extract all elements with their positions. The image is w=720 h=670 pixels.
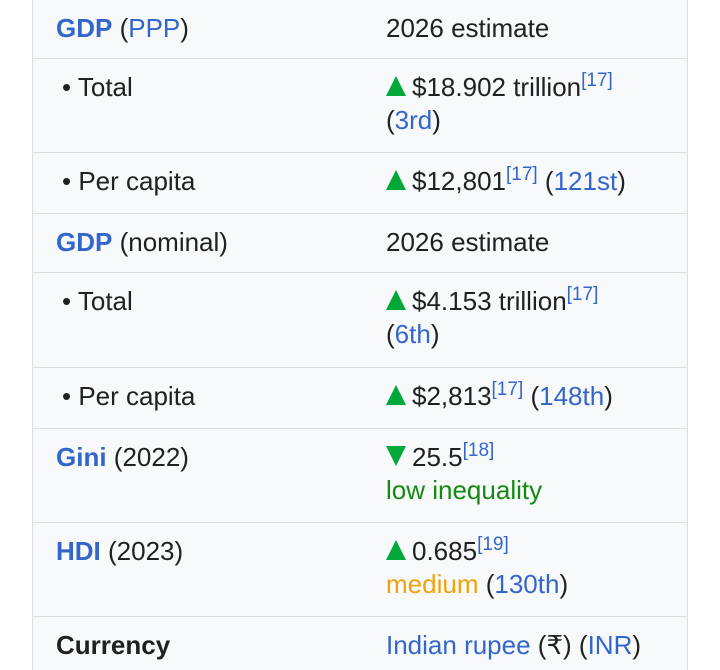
reference[interactable]: [18]: [462, 439, 495, 461]
reference[interactable]: [17]: [505, 163, 538, 185]
text: $4.153 trillion: [412, 285, 567, 316]
label-cell: • Per capita: [33, 367, 386, 428]
text: $12,801: [412, 165, 506, 196]
text: ): [559, 568, 569, 599]
label-cell: • Total: [33, 272, 386, 367]
row: • Per capita $2,813[17] (148th): [33, 367, 687, 428]
increase-icon: [386, 75, 406, 96]
value-cell: $2,813[17] (148th): [386, 367, 687, 428]
reference[interactable]: [17]: [491, 378, 524, 400]
value-cell: 25.5[18] low inequality: [386, 428, 687, 522]
link[interactable]: 6th: [394, 318, 431, 349]
text: (2022): [113, 441, 189, 472]
text: • Total: [62, 71, 133, 102]
text: $2,813: [412, 380, 492, 411]
link[interactable]: PPP: [128, 13, 181, 43]
label-cell: GDP (PPP): [33, 0, 386, 58]
row: GDP (nominal) 2026 estimate: [33, 213, 687, 272]
row: • Total $18.902 trillion[17] (3rd): [33, 58, 687, 152]
rating: medium: [386, 568, 479, 599]
link[interactable]: 3rd: [394, 104, 433, 135]
value-cell: 2026 estimate: [386, 213, 687, 272]
link[interactable]: GDP: [56, 13, 113, 43]
row: Currency Indian rupee (₹) (INR): [33, 616, 687, 670]
link[interactable]: 121st: [553, 165, 618, 196]
reference[interactable]: [17]: [566, 283, 599, 305]
reference[interactable]: [19]: [477, 533, 509, 555]
text: ): [632, 629, 642, 660]
text: • Per capita: [62, 380, 196, 411]
text: (₹): [537, 629, 572, 660]
text: ): [432, 104, 441, 135]
link[interactable]: 130th: [494, 568, 560, 599]
label-cell: GDP (nominal): [33, 213, 386, 272]
text: (: [386, 104, 395, 135]
value-cell: 0.685[19] medium (130th): [386, 522, 687, 616]
text: $18.902 trillion: [412, 71, 582, 102]
text: • Total: [62, 285, 133, 316]
text: (: [485, 568, 495, 599]
label-cell: • Per capita: [33, 152, 386, 213]
value-cell: $4.153 trillion[17] (6th): [386, 272, 687, 367]
text: (2023): [108, 535, 184, 566]
link[interactable]: 148th: [539, 380, 605, 411]
text: ): [617, 165, 626, 196]
text: ): [430, 318, 440, 349]
text: 2026 estimate: [386, 226, 550, 257]
row: GDP (PPP) 2026 estimate: [33, 0, 687, 58]
text: ): [604, 380, 613, 411]
link[interactable]: Indian rupee: [386, 629, 531, 660]
text: (: [544, 165, 554, 196]
text: 0.685: [412, 535, 478, 566]
text: 2026 estimate: [386, 13, 550, 43]
label-cell: • Total: [33, 58, 386, 152]
increase-icon: [386, 289, 406, 310]
reference[interactable]: [17]: [581, 69, 613, 91]
rating: low inequality: [386, 474, 543, 505]
value-cell: 2026 estimate: [386, 0, 687, 58]
label-cell: HDI (2023): [33, 522, 386, 616]
text: (: [530, 380, 540, 411]
label-cell: Gini (2022): [33, 428, 386, 522]
row: HDI (2023) 0.685[19] medium (130th): [33, 522, 687, 616]
row: Gini (2022) 25.5[18] low inequality: [33, 428, 687, 522]
text: Currency: [56, 629, 171, 660]
text: (: [386, 318, 395, 349]
infobox: GDP (PPP) 2026 estimate • Total $18.902 …: [32, 0, 688, 670]
link[interactable]: Gini: [56, 441, 107, 472]
value-cell: $12,801[17] (121st): [386, 152, 687, 213]
increase-icon: [386, 169, 406, 190]
text: (nominal): [119, 226, 228, 257]
label-cell: Currency: [33, 616, 386, 670]
text: 25.5: [412, 441, 463, 472]
text: • Per capita: [62, 165, 196, 196]
decrease-icon: [386, 445, 406, 466]
text: (: [578, 629, 588, 660]
text: ): [180, 13, 189, 43]
link[interactable]: INR: [587, 629, 633, 660]
infobox-table: GDP (PPP) 2026 estimate • Total $18.902 …: [33, 0, 687, 670]
link[interactable]: GDP: [56, 226, 113, 257]
value-cell: $18.902 trillion[17] (3rd): [386, 58, 687, 152]
increase-icon: [386, 384, 406, 405]
value-cell: Indian rupee (₹) (INR): [386, 616, 687, 670]
increase-icon: [386, 539, 406, 560]
text: (: [119, 13, 129, 43]
link[interactable]: HDI: [56, 535, 101, 566]
row: • Total $4.153 trillion[17] (6th): [33, 272, 687, 367]
row: • Per capita $12,801[17] (121st): [33, 152, 687, 213]
